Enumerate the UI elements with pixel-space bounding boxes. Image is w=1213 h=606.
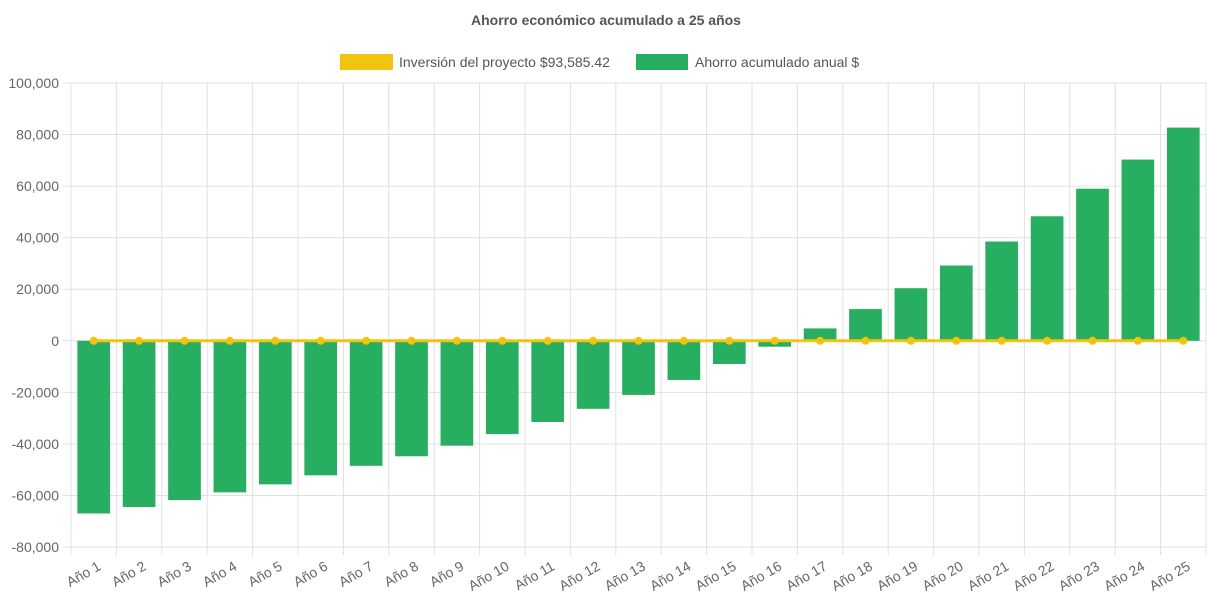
line-point[interactable] xyxy=(407,336,416,345)
line-point[interactable] xyxy=(1043,336,1052,345)
line-point[interactable] xyxy=(861,336,870,345)
bar[interactable] xyxy=(1166,127,1200,341)
x-tick-label: Año 24 xyxy=(1101,558,1148,594)
line-point[interactable] xyxy=(1179,336,1188,345)
bar[interactable] xyxy=(1076,188,1109,341)
x-tick-label: Año 7 xyxy=(336,558,376,590)
x-tick-label: Año 3 xyxy=(154,558,194,590)
y-tick-label: 0 xyxy=(51,333,59,349)
x-tick-label: Año 14 xyxy=(647,558,694,594)
line-point[interactable] xyxy=(906,336,915,345)
bar[interactable] xyxy=(168,340,201,501)
legend-label-investment: Inversión del proyecto $93,585.42 xyxy=(399,54,610,70)
line-point[interactable] xyxy=(770,336,779,345)
bar[interactable] xyxy=(485,340,519,435)
chart-title: Ahorro económico acumulado a 25 años xyxy=(471,12,741,28)
line-point[interactable] xyxy=(362,336,371,345)
x-tick-label: Año 16 xyxy=(738,558,785,594)
line-point[interactable] xyxy=(271,336,280,345)
y-axis: 100,000 80,000 60,000 40,000 20,000 0 -20,000 -… xyxy=(8,75,59,555)
y-tick-label: -80,000 xyxy=(12,539,60,555)
x-tick-label: Año 25 xyxy=(1146,558,1193,594)
x-tick-label: Año 20 xyxy=(919,558,966,594)
legend-swatch-investment xyxy=(340,54,393,70)
line-point[interactable] xyxy=(679,336,688,345)
line-point[interactable] xyxy=(135,336,144,345)
line-point[interactable] xyxy=(997,336,1006,345)
y-tick-label: 60,000 xyxy=(16,178,59,194)
bar[interactable] xyxy=(622,340,655,395)
line-point[interactable] xyxy=(952,336,961,345)
line-point[interactable] xyxy=(1088,336,1097,345)
x-tick-label: Año 15 xyxy=(692,558,739,594)
line-point[interactable] xyxy=(452,336,461,345)
x-tick-label: Año 23 xyxy=(1056,558,1103,594)
x-tick-label: Año 22 xyxy=(1010,558,1057,594)
y-tick-label: 20,000 xyxy=(16,281,59,297)
x-tick-label: Año 2 xyxy=(109,558,149,590)
x-tick-label: Año 13 xyxy=(602,558,649,594)
line-point[interactable] xyxy=(725,336,734,345)
bar[interactable] xyxy=(77,340,111,514)
legend-label-savings: Ahorro acumulado anual $ xyxy=(695,54,859,70)
line-point[interactable] xyxy=(543,336,552,345)
x-tick-label: Año 4 xyxy=(200,558,240,590)
bar[interactable] xyxy=(1030,216,1064,341)
line-point[interactable] xyxy=(316,336,325,345)
bar[interactable] xyxy=(395,340,428,457)
x-tick-label: Año 9 xyxy=(427,558,467,590)
bar[interactable] xyxy=(531,340,565,422)
bar[interactable] xyxy=(304,340,338,476)
y-tick-label: -20,000 xyxy=(12,384,60,400)
x-tick-label: Año 19 xyxy=(874,558,921,594)
line-point[interactable] xyxy=(816,336,825,345)
x-tick-label: Año 10 xyxy=(465,558,512,594)
line-point[interactable] xyxy=(225,336,234,345)
bar[interactable] xyxy=(349,340,383,466)
legend-item-investment[interactable]: Inversión del proyecto $93,585.42 xyxy=(340,54,610,70)
legend-item-savings[interactable]: Ahorro acumulado anual $ xyxy=(636,54,859,70)
legend: Inversión del proyecto $93,585.42 Ahorro… xyxy=(340,54,859,70)
bar[interactable] xyxy=(712,340,746,364)
y-tick-label: -60,000 xyxy=(12,487,60,503)
x-tick-label: Año 11 xyxy=(512,558,558,594)
bar[interactable] xyxy=(576,340,610,409)
line-point[interactable] xyxy=(589,336,598,345)
line-point[interactable] xyxy=(89,336,98,345)
line-series xyxy=(89,336,1188,345)
x-axis: Año 1 Año 2 Año 3 Año 4 Año 5 Año 6 Año 7 Año 8… xyxy=(64,558,1193,594)
bar[interactable] xyxy=(667,340,701,380)
bar[interactable] xyxy=(939,265,973,341)
x-tick-label: Año 17 xyxy=(783,558,830,594)
bar[interactable] xyxy=(258,340,292,485)
x-tick-label: Año 18 xyxy=(829,558,876,594)
bar[interactable] xyxy=(440,340,474,446)
line-point[interactable] xyxy=(1133,336,1142,345)
y-tick-label: 100,000 xyxy=(8,75,59,91)
x-tick-label: Año 5 xyxy=(245,558,285,590)
legend-swatch-savings xyxy=(636,54,688,70)
bar[interactable] xyxy=(122,340,156,508)
line-point[interactable] xyxy=(498,336,507,345)
x-tick-label: Año 8 xyxy=(381,558,421,590)
line-point[interactable] xyxy=(180,336,189,345)
line-point[interactable] xyxy=(634,336,643,345)
x-tick-label: Año 1 xyxy=(64,558,104,590)
bar[interactable] xyxy=(1121,159,1155,341)
bar[interactable] xyxy=(213,340,247,493)
bar-series xyxy=(77,127,1200,514)
x-tick-label: Año 6 xyxy=(291,558,331,590)
y-tick-label: -40,000 xyxy=(12,436,60,452)
y-tick-label: 40,000 xyxy=(16,230,59,246)
x-tick-label: Año 21 xyxy=(965,558,1012,594)
bar[interactable] xyxy=(803,328,837,341)
y-tick-label: 80,000 xyxy=(16,127,59,143)
bar[interactable] xyxy=(849,309,882,341)
bar[interactable] xyxy=(985,241,1019,341)
x-tick-label: Año 12 xyxy=(556,558,603,594)
bar[interactable] xyxy=(894,288,928,341)
